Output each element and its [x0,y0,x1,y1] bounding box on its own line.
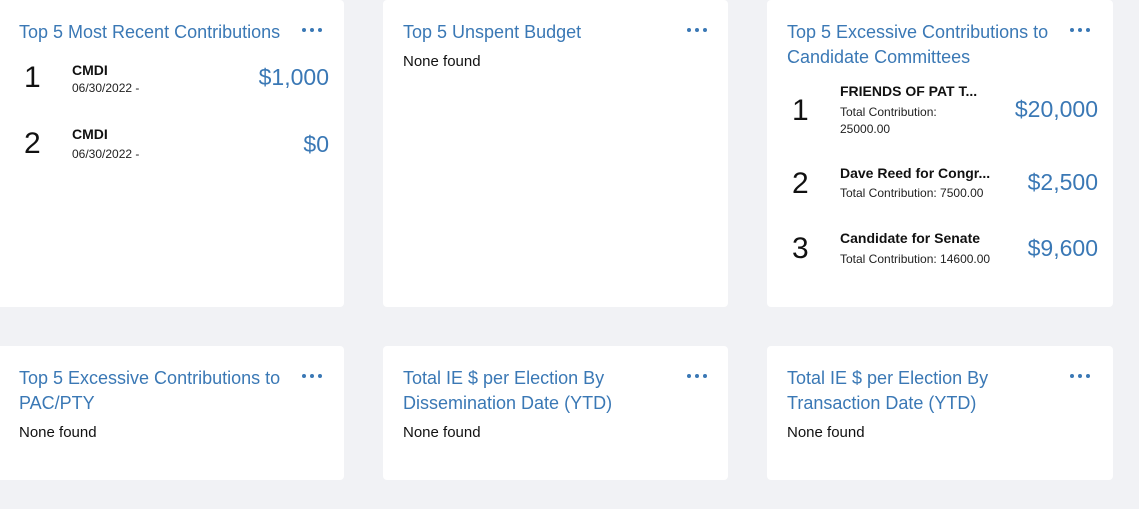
empty-state-text: None found [19,424,97,441]
card-most-recent-contributions: Top 5 Most Recent Contributions 1 CMDI 0… [0,0,344,307]
card-ie-by-dissemination-date: Total IE $ per Election By Dissemination… [383,346,728,480]
card-title-line1: Total IE $ per Election By [403,368,605,388]
empty-state-text: None found [403,53,481,70]
card-unspent-budget: Top 5 Unspent Budget None found [383,0,728,307]
card-title: Top 5 Excessive Contributions to Candida… [787,20,1048,70]
more-options-icon[interactable] [684,368,710,384]
card-title-line2: Dissemination Date (YTD) [403,393,613,413]
total-contribution-label: Total Contribution: [840,105,937,119]
card-title-line2: PAC/PTY [19,393,95,413]
committee-name: Candidate for Senate [840,230,981,246]
rank-number: 2 [24,127,41,160]
list-item[interactable]: 2 Dave Reed for Congr... Total Contribut… [767,165,1113,207]
card-title: Total IE $ per Election By Transaction D… [787,366,988,416]
total-contribution-label: Total Contribution: 14600.00 [840,252,991,266]
contribution-date: 06/30/2022 - [72,81,140,95]
contribution-amount: $1,000 [258,64,329,90]
total-contribution-value: 25000.00 [840,122,891,136]
card-title: Top 5 Unspent Budget [403,22,582,42]
committee-name: Dave Reed for Congr... [840,165,991,181]
committee-name: FRIENDS OF PAT T... [840,83,978,99]
card-title-line1: Top 5 Excessive Contributions to [787,22,1049,42]
rank-number: 3 [792,232,809,265]
card-title: Top 5 Excessive Contributions to PAC/PTY [19,366,280,416]
list-item[interactable]: 1 FRIENDS OF PAT T... Total Contribution… [767,82,1113,140]
card-excessive-pac-contributions: Top 5 Excessive Contributions to PAC/PTY… [0,346,344,480]
more-options-icon[interactable] [1067,22,1093,38]
rank-number: 1 [24,61,41,94]
more-options-icon[interactable] [1067,368,1093,384]
card-title-line1: Total IE $ per Election By [787,368,989,388]
excess-amount: $2,500 [1027,169,1098,195]
card-title: Total IE $ per Election By Dissemination… [403,366,612,416]
card-title-line2: Candidate Committees [787,47,971,67]
card-title-line1: Top 5 Excessive Contributions to [19,368,281,388]
total-contribution-label: Total Contribution: 7500.00 [840,186,984,200]
card-excessive-candidate-contributions: Top 5 Excessive Contributions to Candida… [767,0,1113,307]
card-ie-by-transaction-date: Total IE $ per Election By Transaction D… [767,346,1113,480]
contributor-name: CMDI [72,62,108,78]
excess-amount: $20,000 [1014,96,1098,122]
contribution-date: 06/30/2022 - [72,147,140,161]
more-options-icon[interactable] [299,22,325,38]
list-item[interactable]: 3 Candidate for Senate Total Contributio… [767,230,1113,272]
contributor-name: CMDI [72,126,108,142]
rank-number: 1 [792,94,809,127]
card-title-line2: Transaction Date (YTD) [787,393,977,413]
empty-state-text: None found [787,424,865,441]
contribution-amount: $0 [303,131,329,157]
list-item[interactable]: 2 CMDI 06/30/2022 - $0 [0,126,344,176]
list-item[interactable]: 1 CMDI 06/30/2022 - $1,000 [0,60,344,110]
card-title: Top 5 Most Recent Contributions [19,22,281,42]
rank-number: 2 [792,167,809,200]
more-options-icon[interactable] [299,368,325,384]
more-options-icon[interactable] [684,22,710,38]
empty-state-text: None found [403,424,481,441]
excess-amount: $9,600 [1027,235,1098,261]
